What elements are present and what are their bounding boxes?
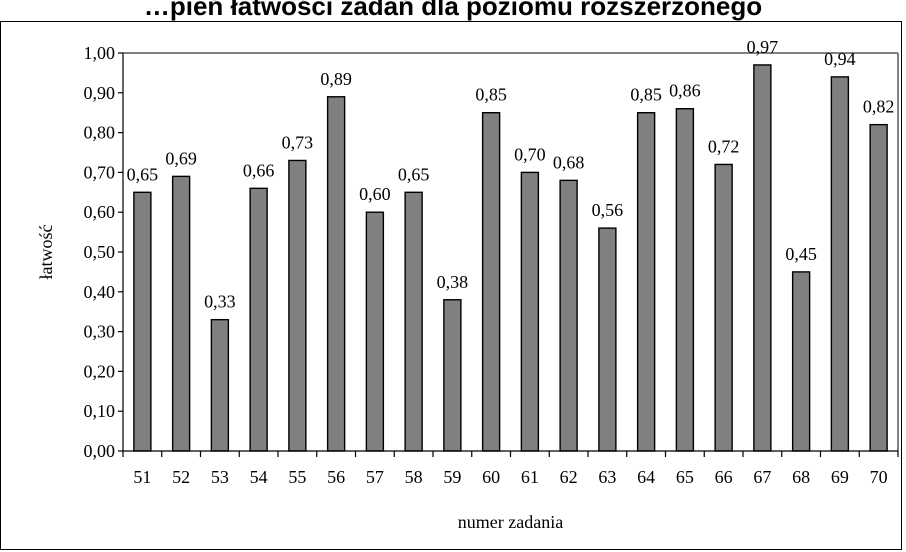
data-label: 0,89 [320,69,352,89]
x-tick-label: 62 [560,467,578,487]
x-tick-label: 56 [327,467,345,487]
data-label: 0,33 [204,292,236,312]
x-axis-title: numer zadania [458,512,563,532]
bar [326,96,346,452]
data-label: 0,65 [398,164,430,184]
value-labels: 0,65 0,69 0,33 0,66 0,73 0,89 0,60 0,65 0,38 0,85… [127,37,895,312]
y-tick-label: 0,20 [84,361,116,381]
x-tick-label: 67 [753,467,771,487]
x-tick-label: 57 [366,467,384,487]
y-tick-label: 0,00 [84,441,116,461]
y-tick-label: 0,90 [84,83,116,103]
bar [559,179,578,452]
bar [753,64,772,452]
bar [249,187,268,452]
data-label: 0,85 [630,85,662,105]
bar [869,123,888,452]
bars [133,64,888,452]
bar [210,318,230,452]
data-label: 0,86 [669,81,701,101]
bar [171,175,191,452]
x-tick-label: 53 [211,467,229,487]
bar [365,211,385,452]
x-tick-label: 69 [831,467,849,487]
x-tick-label: 55 [288,467,306,487]
chart-title: …pień łatwości zadań dla poziomu rozszer… [143,0,763,21]
data-label: 0,45 [785,244,817,264]
x-tick-label: 59 [443,467,461,487]
y-tick-label: 0,10 [84,401,116,421]
bar [791,271,811,452]
x-tick-label: 51 [133,467,151,487]
data-label: 0,66 [243,160,275,180]
bar [675,108,695,452]
bar [520,171,540,452]
y-tick-label: 0,50 [84,242,116,262]
x-tick-label: 70 [870,467,888,487]
x-tick-label: 60 [482,467,500,487]
x-tick-label: 63 [598,467,616,487]
bar [133,191,152,452]
data-label: 0,97 [747,37,779,57]
bar [636,111,656,452]
data-label: 0,68 [553,152,585,172]
data-label: 0,69 [165,148,197,168]
bar [830,76,850,452]
y-tick-label: 1,00 [84,43,116,63]
data-label: 0,56 [592,200,624,220]
bar [288,159,307,452]
bar [714,163,733,452]
x-tick-label: 58 [405,467,423,487]
data-label: 0,82 [863,97,895,117]
x-tick-label: 52 [172,467,190,487]
data-label: 0,60 [359,184,391,204]
x-axis: 51 52 53 54 55 56 57 58 59 60 61 62 63 64 65 66 67 68 69 70 [122,450,899,487]
x-tick-label: 54 [250,467,268,487]
bar [404,191,423,452]
x-tick-label: 61 [521,467,539,487]
y-tick-label: 0,30 [84,322,116,342]
bar [481,111,501,452]
bar [443,299,462,452]
y-tick-label: 0,40 [84,282,116,302]
data-label: 0,38 [437,272,469,292]
data-label: 0,70 [514,144,546,164]
data-label: 0,73 [282,132,314,152]
data-label: 0,94 [824,49,856,69]
y-axis-title: łatwość [36,224,56,279]
x-tick-label: 68 [792,467,810,487]
data-label: 0,85 [475,85,507,105]
x-tick-label: 66 [715,467,733,487]
x-tick-label: 64 [637,467,655,487]
data-label: 0,72 [708,136,740,156]
bar [598,227,617,452]
y-tick-label: 0,60 [84,202,116,222]
x-tick-label: 65 [676,467,694,487]
data-label: 0,65 [127,164,159,184]
y-tick-label: 0,80 [84,123,116,143]
y-axis: 0,00 0,10 0,20 0,30 0,40 0,50 0,60 0,70 0,80 0,90… [84,43,124,461]
y-tick-label: 0,70 [84,162,116,182]
